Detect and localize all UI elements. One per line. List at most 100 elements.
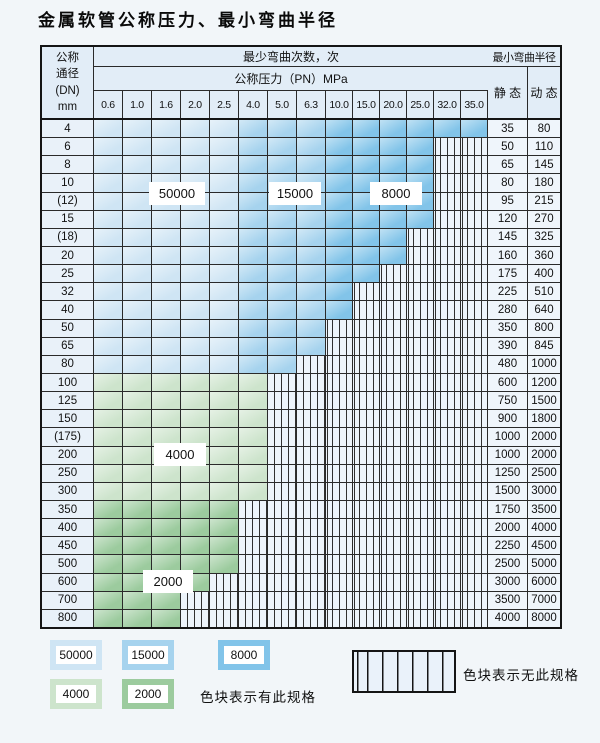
pressure-cell [152,156,181,174]
pressure-cell [210,210,239,228]
dn-cell: 800 [42,609,94,627]
dn-cell: 300 [42,482,94,500]
pressure-cell [326,301,353,319]
table-row: 8 65 145 [42,156,560,175]
static-radius-cell: 65 [488,156,528,174]
pressure-cell [94,500,123,519]
pressure-cell [407,519,434,537]
pressure-cell [181,138,210,156]
pressure-header: 公称压力（PN）MPa [94,67,488,91]
pressure-cell [461,301,488,319]
pressure-cell [407,500,434,519]
pressure-cell [434,428,461,446]
pressure-cell [434,392,461,410]
dynamic-radius-cell: 845 [528,337,560,355]
pressure-column-header: 5.0 [268,91,297,118]
pressure-cell [268,228,297,246]
legend-swatch: 50000 [50,640,102,670]
pressure-cell [353,337,380,355]
static-radius-cell: 2000 [488,519,528,537]
pressure-cell [297,519,326,537]
pressure-cell [353,519,380,537]
pressure-cell [353,392,380,410]
pressure-cell [461,519,488,537]
legend-swatch-label: 2000 [134,687,162,701]
static-column-header: 静 态 [488,67,528,118]
pressure-cell [353,537,380,555]
pressure-cell [239,337,268,355]
pressure-cell [152,500,181,519]
pressure-cell [210,337,239,355]
pressure-cell [407,446,434,464]
pressure-cell [434,174,461,192]
pressure-cell [94,446,123,464]
table-row: 150 900 1800 [42,410,560,429]
pressure-cell [152,319,181,337]
pressure-cell [380,301,407,319]
pressure-cell [152,519,181,537]
pressure-cell [353,228,380,246]
legend-swatch-label: 15000 [131,648,165,662]
dn-header-line: mm [57,101,78,113]
pressure-cell [210,120,239,138]
pressure-cell [239,519,268,537]
pressure-cell [407,355,434,373]
pressure-cell [152,265,181,283]
dn-cell: 80 [42,355,94,373]
table-row: 200 1000 2000 [42,446,560,465]
pressure-cell [434,355,461,373]
table-row: 25 175 400 [42,265,560,284]
legend-swatch-label: 8000 [230,648,258,662]
pressure-cell [407,138,434,156]
pressure-cell [123,555,152,573]
pressure-cell [239,246,268,265]
pressure-cell [297,573,326,591]
table-row: (175) 1000 2000 [42,428,560,447]
pressure-cell [434,156,461,174]
table-row: 500 2500 5000 [42,555,560,574]
pressure-cell [353,265,380,283]
dynamic-radius-cell: 800 [528,319,560,337]
static-radius-cell: 80 [488,174,528,192]
zone-label: 8000 [370,182,422,205]
dn-cell: 200 [42,446,94,464]
pressure-cell [181,500,210,519]
pressure-column-header: 2.0 [181,91,210,118]
pressure-cell [353,120,380,138]
pressure-cell [94,228,123,246]
pressure-cell [326,446,353,464]
pressure-cell [123,464,152,482]
pressure-cell [181,319,210,337]
dn-cell: 40 [42,301,94,319]
pressure-cell [152,246,181,265]
pressure-cell [407,428,434,446]
pressure-cell [181,156,210,174]
dynamic-radius-cell: 8000 [528,609,560,627]
pressure-cell [152,355,181,373]
pressure-cell [181,210,210,228]
pressure-cell [380,319,407,337]
pressure-cell [268,355,297,373]
pressure-cell [268,519,297,537]
pressure-column-header: 0.6 [94,91,123,118]
pressure-cell [94,428,123,446]
pressure-cell [94,192,123,210]
pressure-cell [152,392,181,410]
static-radius-cell: 50 [488,138,528,156]
dn-header-cell: 公称 通径 (DN) mm [42,47,94,118]
pressure-cell [123,591,152,609]
pressure-cell [353,410,380,428]
pressure-cell [268,392,297,410]
pressure-cell [152,428,181,446]
pressure-cell [461,337,488,355]
pressure-cell [407,246,434,265]
table-row: 20 160 360 [42,246,560,266]
pressure-cell [297,265,326,283]
pressure-cell [94,210,123,228]
pressure-cell [210,228,239,246]
pressure-cell [181,373,210,392]
pressure-cell [461,319,488,337]
pressure-cell [353,355,380,373]
pressure-cell [94,138,123,156]
pressure-column-header: 25.0 [407,91,434,118]
